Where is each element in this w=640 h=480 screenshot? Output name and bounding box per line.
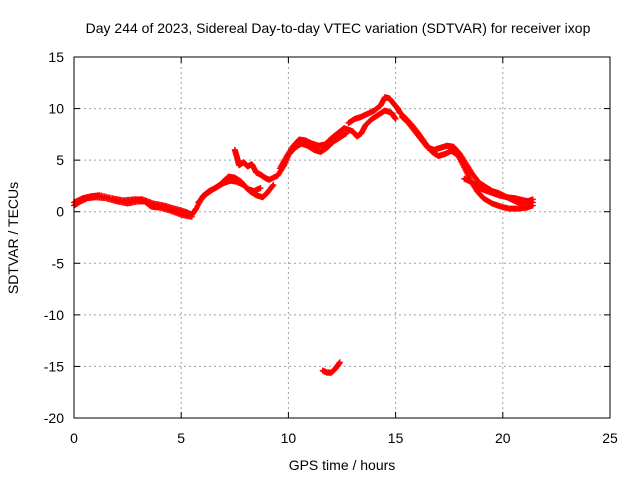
data-point xyxy=(269,182,276,189)
data-point xyxy=(270,181,277,188)
data-point xyxy=(529,199,536,206)
y-axis-label: SDTVAR / TECUs xyxy=(5,182,21,294)
data-points xyxy=(71,94,536,376)
chart-title: Day 244 of 2023, Sidereal Day-to-day VTE… xyxy=(86,20,591,36)
x-axis-ticks: 0 5 10 15 20 25 xyxy=(70,57,618,446)
x-tick-label: 25 xyxy=(602,430,618,446)
data-point xyxy=(336,359,343,366)
y-tick-label: 0 xyxy=(56,204,64,220)
x-axis-label: GPS time / hours xyxy=(289,457,396,473)
x-tick-label: 15 xyxy=(388,430,404,446)
x-tick-label: 10 xyxy=(281,430,297,446)
y-tick-label: -20 xyxy=(44,410,64,426)
y-tick-label: 5 xyxy=(56,152,64,168)
y-axis-ticks: 15 10 5 0 -5 -10 -15 -20 xyxy=(44,49,610,426)
y-tick-label: 15 xyxy=(48,49,64,65)
x-tick-label: 20 xyxy=(495,430,511,446)
y-tick-label: -15 xyxy=(44,358,64,374)
data-point xyxy=(257,184,264,191)
plot-frame xyxy=(73,56,611,419)
x-tick-label: 0 xyxy=(70,430,78,446)
y-tick-label: -10 xyxy=(44,307,64,323)
x-tick-label: 5 xyxy=(177,430,185,446)
grid-lines xyxy=(74,57,610,418)
y-tick-label: -5 xyxy=(52,255,65,271)
data-point xyxy=(392,115,399,122)
y-tick-label: 10 xyxy=(48,101,64,117)
